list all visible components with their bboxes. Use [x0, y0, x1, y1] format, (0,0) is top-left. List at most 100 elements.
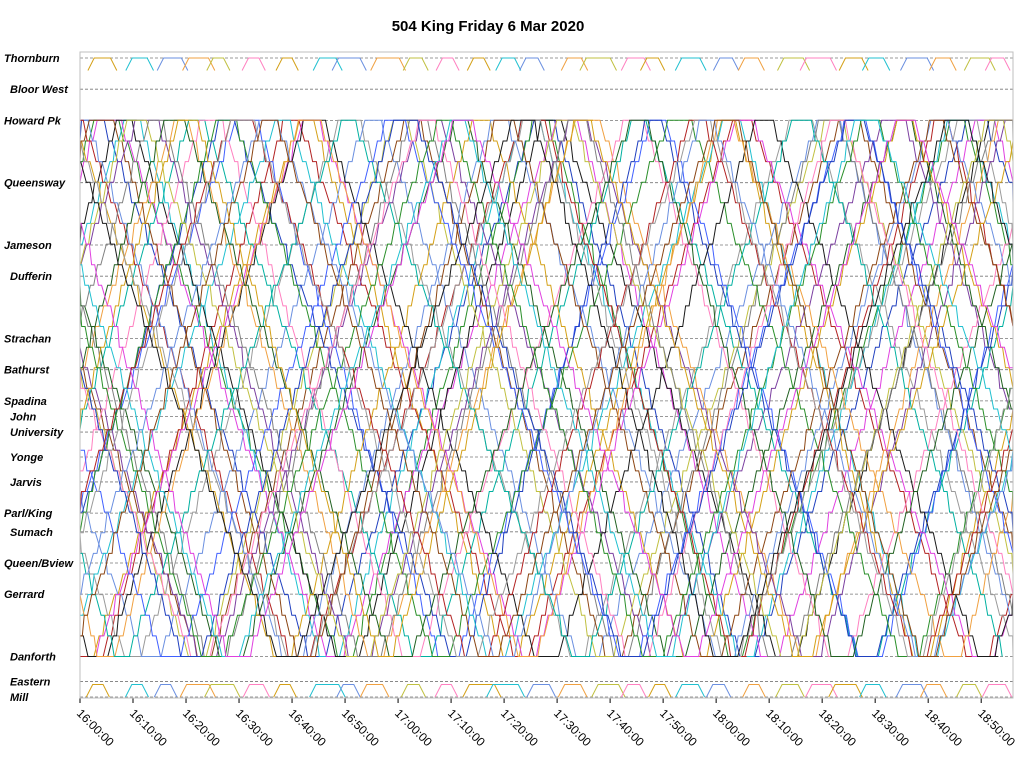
vehicle-trip-line	[79, 119, 1013, 657]
stop-label: Parl/King	[4, 508, 53, 520]
short-turn-line	[920, 684, 948, 698]
vehicle-trip-line	[79, 119, 1013, 657]
short-turn-line	[85, 684, 110, 698]
stop-label: Thornburn	[4, 53, 60, 65]
short-turn-line	[125, 684, 149, 698]
short-turn-line	[742, 684, 766, 698]
stop-label: Spadina	[4, 396, 47, 408]
short-turn-line	[495, 57, 522, 71]
stop-label: Danforth	[10, 651, 56, 663]
chart-title: 504 King Friday 6 Mar 2020	[391, 18, 585, 35]
stop-label: Howard Pk	[4, 115, 62, 127]
short-turn-line	[560, 57, 589, 71]
short-turn-line	[526, 684, 557, 698]
stop-label: Bathurst	[4, 365, 51, 377]
stop-label: Bloor West	[10, 84, 69, 96]
x-tick-labels: 16:00:00 16:10:00 16:20:00 16:30:00 16:40:00…	[74, 698, 1018, 749]
x-tick-label: 18:50:00	[975, 706, 1018, 749]
x-tick-label: 17:00:00	[392, 706, 435, 749]
short-turn-line	[963, 57, 996, 71]
vehicle-trip-line	[80, 119, 1014, 657]
x-tick-label: 18:40:00	[922, 706, 965, 749]
x-tick-label: 16:50:00	[339, 706, 382, 749]
short-turn-line	[648, 684, 672, 698]
vehicle-trip-line	[79, 119, 1014, 657]
vehicle-trip-line	[79, 119, 1014, 657]
vehicle-trip-line	[79, 119, 1014, 657]
short-turn-line	[640, 57, 666, 71]
vehicle-trip-line	[79, 119, 1003, 657]
short-turn-line	[805, 684, 838, 698]
stop-label: Jameson	[4, 240, 52, 252]
plot-frame	[79, 51, 1014, 699]
short-turn-line	[828, 684, 863, 698]
short-turn-line	[712, 57, 740, 71]
vehicle-trip-line	[80, 119, 1014, 657]
vehicle-trip-line	[80, 119, 1014, 657]
short-turn-line	[402, 57, 429, 71]
short-turn-line	[956, 684, 983, 698]
short-turn-line	[336, 684, 361, 698]
stop-label: Queensway	[4, 178, 66, 190]
short-turn-line	[838, 57, 869, 71]
stop-label: Queen/Bview	[4, 558, 75, 570]
vehicle-trip-line	[80, 119, 1014, 657]
short-turn-line	[179, 684, 216, 698]
short-turn-line	[156, 57, 189, 71]
stop-labels: Thornburn Bloor West Howard Pk Queensway Jam…	[4, 53, 75, 704]
x-tick-label: 18:30:00	[869, 706, 912, 749]
short-turn-line	[206, 57, 231, 71]
stop-label: University	[10, 427, 64, 439]
vehicle-trip-line	[79, 119, 1014, 657]
short-turn-line	[87, 57, 118, 71]
stop-label: Jarvis	[10, 477, 42, 489]
short-turn-line	[466, 57, 491, 71]
x-tick-label: 17:50:00	[657, 706, 700, 749]
short-turn-line	[557, 684, 588, 698]
short-turn-line	[204, 684, 241, 698]
short-turn-line	[675, 684, 706, 698]
short-turn-line	[519, 57, 545, 71]
x-tick-label: 17:30:00	[551, 706, 594, 749]
short-turn-line	[434, 684, 459, 698]
vehicle-trip-line	[79, 119, 1014, 657]
short-turn-line	[706, 684, 732, 698]
short-turn-line	[928, 57, 957, 71]
short-turn-line	[620, 57, 651, 71]
short-turn-line	[242, 684, 270, 698]
vehicle-trip-line	[79, 119, 1014, 657]
stop-label: Strachan	[4, 334, 51, 346]
vehicle-trip-line	[79, 119, 1014, 657]
x-tick-label: 17:10:00	[445, 706, 488, 749]
x-tick-label: 18:10:00	[763, 706, 806, 749]
short-turn-line	[591, 684, 626, 698]
short-turn-line	[182, 57, 216, 71]
x-tick-label: 16:20:00	[180, 706, 223, 749]
short-turn-line	[153, 684, 178, 698]
stop-label: Sumach	[10, 527, 53, 539]
short-turn-line	[400, 684, 426, 698]
vehicle-trip-line	[80, 119, 1014, 657]
short-turn-line	[359, 684, 390, 698]
stop-label: Gerrard	[4, 589, 45, 601]
short-turn-line	[859, 684, 887, 698]
stop-label: John	[10, 411, 37, 423]
short-turn-line	[861, 57, 891, 71]
vehicle-trip-line	[80, 119, 1014, 657]
short-turn-line	[273, 684, 297, 698]
stop-label: Dufferin	[10, 271, 52, 283]
short-turn-line	[435, 57, 460, 71]
vehicle-trip-line	[79, 119, 1014, 657]
short-turn-line	[620, 684, 647, 698]
short-turn-line	[984, 57, 1011, 71]
short-turn-line	[895, 684, 928, 698]
vehicle-trip-line	[80, 119, 1013, 657]
short-turn-line	[775, 684, 805, 698]
short-turn-line	[241, 57, 266, 71]
short-turn-line	[486, 684, 526, 698]
short-turn-line	[674, 57, 707, 71]
x-tick-label: 16:30:00	[233, 706, 276, 749]
x-tick-label: 16:00:00	[74, 706, 117, 749]
stop-label: Mill	[10, 692, 29, 704]
